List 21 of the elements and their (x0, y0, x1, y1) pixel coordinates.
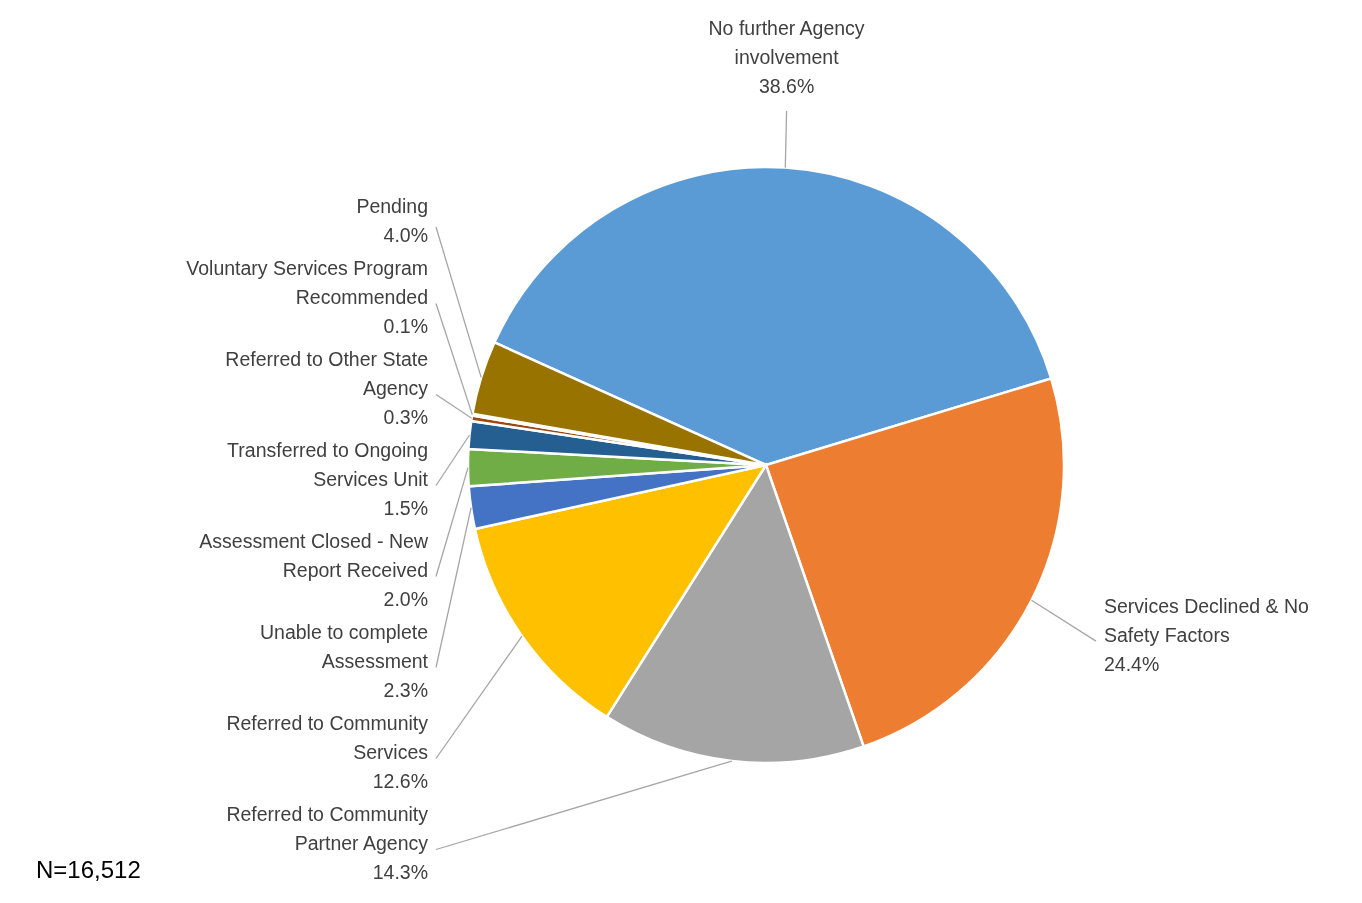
slice-label: Services Declined & No Safety Factors (1104, 594, 1309, 646)
text: N=16,512 (36, 856, 141, 883)
data-label: 0.1% (383, 315, 428, 337)
slice-label: Pending (356, 195, 428, 217)
data-label: 2.3% (383, 679, 428, 701)
data-label: 4.0% (383, 224, 428, 246)
slice-label: Assessment Closed - New Report Received (199, 530, 429, 581)
data-label: 14.3% (372, 861, 428, 883)
slice-label: Voluntary Services Program Recommended (186, 257, 428, 308)
slice-label: Transferred to Ongoing Services Unit (227, 439, 429, 490)
data-label: 0.3% (383, 406, 428, 428)
data-label: 24.4% (1104, 652, 1160, 675)
slice-label: Referred to Community Partner Agency (226, 803, 429, 854)
slice-label: Referred to Other State Agency (225, 348, 429, 399)
data-label: 2.0% (383, 588, 428, 610)
data-label: 1.5% (383, 497, 428, 519)
data-label: 38.6% (758, 75, 815, 97)
data-label: 12.6% (372, 770, 428, 792)
slice-label: No further Agency involvement (708, 17, 865, 68)
slice-label: Referred to Community Services (226, 712, 429, 763)
slice-label: Unable to complete Assessment (259, 621, 429, 672)
